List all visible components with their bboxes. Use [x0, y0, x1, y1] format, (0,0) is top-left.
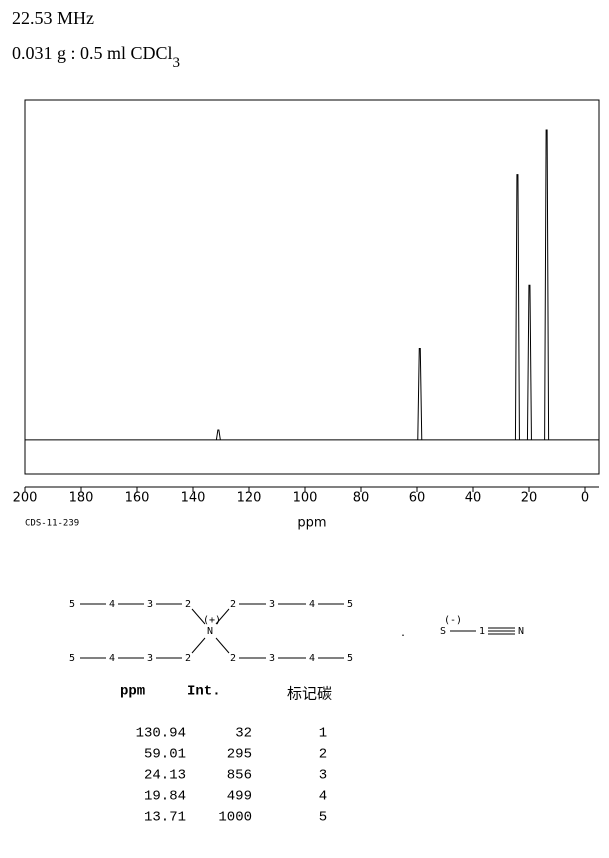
atom: 5 — [347, 599, 353, 610]
int-cell: 1000 — [218, 810, 252, 826]
atom: 3 — [147, 653, 153, 664]
atom: N — [207, 626, 213, 637]
code: CDS-11-239 — [25, 519, 79, 529]
frequency: 22.53 MHz — [12, 8, 94, 28]
carbon-cell: 4 — [319, 789, 327, 805]
x-label: ppm — [297, 516, 326, 531]
int-cell: 295 — [227, 747, 252, 763]
sample: 0.031 g : 0.5 ml CDCl3 — [12, 43, 180, 71]
carbon-cell: 3 — [319, 768, 327, 784]
atom: S — [440, 626, 446, 637]
atom: N — [518, 626, 524, 637]
atom: 3 — [269, 653, 275, 664]
table-header: Int. — [187, 684, 221, 700]
int-cell: 499 — [227, 789, 252, 805]
x-tick-label: 40 — [465, 491, 482, 506]
table-header: ppm — [120, 684, 145, 700]
atom: 4 — [109, 599, 115, 610]
charge: (-) — [444, 615, 462, 626]
carbon-cell: 1 — [319, 726, 327, 742]
x-tick-label: 160 — [125, 491, 150, 506]
ppm-cell: 59.01 — [144, 747, 186, 763]
structure-bonds — [80, 603, 515, 659]
carbon-cell: 5 — [319, 810, 327, 826]
separator: . — [400, 628, 406, 639]
atom: 1 — [479, 626, 485, 637]
ppm-cell: 19.84 — [144, 789, 186, 805]
plot-frame — [24, 99, 600, 475]
atom: 2 — [185, 653, 191, 664]
atom: 3 — [269, 599, 275, 610]
ppm-cell: 130.94 — [136, 726, 186, 742]
sample-text: 0.031 g : 0.5 ml CDCl — [12, 43, 173, 63]
atom: 5 — [347, 653, 353, 664]
atom: 4 — [309, 599, 315, 610]
x-tick-label: 100 — [293, 491, 318, 506]
x-tick-label: 80 — [353, 491, 370, 506]
int-cell: 32 — [235, 726, 252, 742]
subscript: 3 — [173, 55, 181, 71]
peak — [526, 284, 532, 440]
carbon-cell: 2 — [319, 747, 327, 763]
ppm-cell: 13.71 — [144, 810, 186, 826]
ppm-cell: 24.13 — [144, 768, 186, 784]
x-tick-label: 120 — [237, 491, 262, 506]
x-tick-label: 140 — [181, 491, 206, 506]
x-tick-label: 200 — [13, 491, 38, 506]
atom: 5 — [69, 599, 75, 610]
atom: 5 — [69, 653, 75, 664]
x-tick-label: 0 — [581, 491, 589, 506]
atom: 3 — [147, 599, 153, 610]
x-tick-label: 180 — [69, 491, 94, 506]
peak — [215, 429, 221, 440]
atom: 2 — [185, 599, 191, 610]
atom: 4 — [109, 653, 115, 664]
table-header: 标记碳 — [287, 685, 332, 703]
peak — [417, 348, 423, 440]
peak — [514, 174, 520, 440]
charge: (+) — [203, 615, 221, 626]
atom: 2 — [230, 653, 236, 664]
atom: 4 — [309, 653, 315, 664]
atom: 2 — [230, 599, 236, 610]
x-tick-label: 60 — [409, 491, 426, 506]
int-cell: 856 — [227, 768, 252, 784]
x-tick-label: 20 — [521, 491, 538, 506]
peak — [544, 129, 550, 440]
